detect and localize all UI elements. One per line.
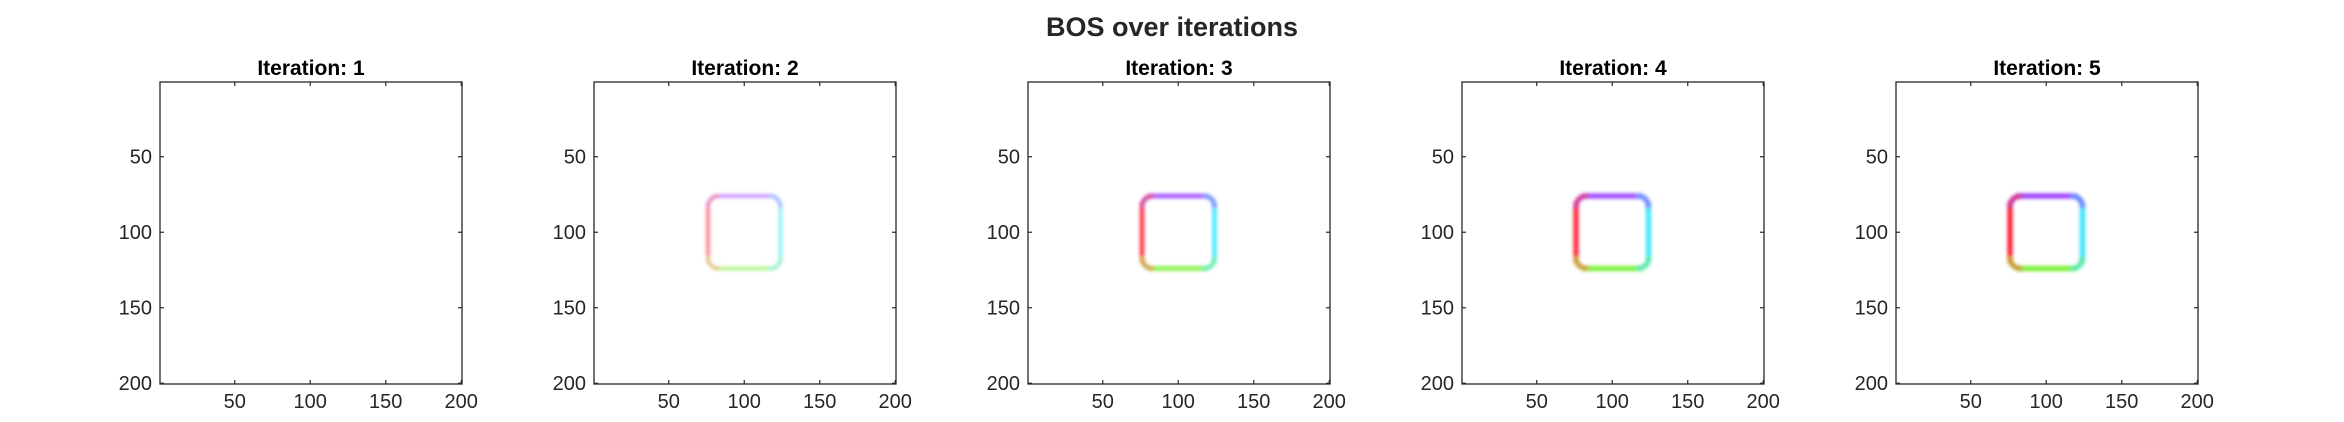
y-tick-label: 150: [553, 298, 586, 320]
y-tick-label: 100: [119, 222, 152, 244]
y-tick-label: 150: [987, 298, 1020, 320]
corner-bottom-left: [1139, 256, 1155, 271]
corner-top-left: [2007, 193, 2023, 209]
figure-title: BOS over iterations: [1046, 12, 1298, 42]
panel-title: Iteration: 1: [257, 57, 365, 80]
x-tick-label: 100: [2030, 391, 2063, 413]
panel-5: Iteration: 5 50 100 150 200 50 100 150 200: [1855, 57, 2214, 413]
y-tick-label: 50: [1866, 147, 1888, 169]
corner-bottom-left: [1573, 256, 1589, 272]
y-tick-label: 50: [1432, 147, 1454, 169]
corner-bottom-right: [2070, 256, 2086, 272]
x-tick-label: 100: [1162, 391, 1195, 413]
x-tick-label: 200: [1747, 391, 1780, 413]
x-tick-label: 150: [1237, 391, 1270, 413]
corner-top-left: [1573, 193, 1589, 209]
x-tick-label: 150: [803, 391, 836, 413]
axes-box: [593, 81, 897, 385]
y-tick-label: 200: [1855, 373, 1888, 395]
x-tick-label: 100: [728, 391, 761, 413]
corner-top-right: [1202, 193, 1217, 209]
corner-bottom-right: [1636, 256, 1652, 272]
y-tick-label: 100: [553, 222, 586, 244]
bos-square: [1573, 193, 1652, 272]
bos-square: [1139, 193, 1217, 271]
x-tick-label: 200: [879, 391, 912, 413]
x-tick-label: 50: [658, 391, 680, 413]
x-tick-label: 50: [1526, 391, 1548, 413]
corner-top-left: [706, 194, 721, 209]
panel-2: Iteration: 2 50 100 150 200 50 100 150 200: [553, 57, 912, 413]
x-tick-label: 200: [445, 391, 478, 413]
x-tick-label: 50: [1092, 391, 1114, 413]
bos-square: [2007, 193, 2086, 272]
corner-top-right: [1636, 193, 1652, 209]
axes-box: [159, 81, 463, 385]
y-tick-label: 50: [564, 147, 586, 169]
y-tick-label: 150: [119, 298, 152, 320]
panel-title: Iteration: 5: [1993, 57, 2101, 80]
y-tick-label: 200: [553, 373, 586, 395]
x-tick-label: 100: [294, 391, 327, 413]
axes-box: [1027, 81, 1331, 385]
panel-title: Iteration: 3: [1125, 57, 1232, 80]
y-tick-label: 100: [987, 222, 1020, 244]
y-tick-label: 100: [1421, 222, 1454, 244]
bos-square: [706, 194, 783, 271]
y-tick-label: 100: [1855, 222, 1888, 244]
corner-bottom-right: [768, 256, 783, 271]
x-tick-label: 150: [1671, 391, 1704, 413]
y-tick-label: 50: [998, 147, 1020, 169]
x-tick-label: 150: [369, 391, 402, 413]
y-tick-label: 150: [1421, 298, 1454, 320]
x-tick-label: 150: [2105, 391, 2138, 413]
axes-box: [1461, 81, 1765, 385]
y-tick-label: 200: [119, 373, 152, 395]
panel-title: Iteration: 4: [1559, 57, 1667, 80]
y-tick-label: 200: [1421, 373, 1454, 395]
y-tick-label: 200: [987, 373, 1020, 395]
panel-1: Iteration: 1 50 100 150 200 50 100 150 200: [119, 57, 478, 413]
panel-4: Iteration: 4 50 100 150 200 50 100 150 200: [1421, 57, 1780, 413]
panel-title: Iteration: 2: [691, 57, 798, 80]
y-tick-label: 50: [130, 147, 152, 169]
x-tick-label: 200: [2181, 391, 2214, 413]
corner-bottom-right: [1202, 256, 1217, 271]
panels: Iteration: 150 100 150 20050100150200Iterat…: [119, 57, 2214, 413]
corner-top-left: [1139, 193, 1155, 209]
x-tick-label: 50: [224, 391, 246, 413]
corner-top-right: [768, 194, 783, 209]
axes-box: [1895, 81, 2199, 385]
x-tick-label: 50: [1960, 391, 1982, 413]
x-tick-label: 100: [1596, 391, 1629, 413]
panel-3: Iteration: 3 50 100 150 200 50 100 150 200: [987, 57, 1346, 413]
x-tick-label: 200: [1313, 391, 1346, 413]
y-tick-label: 150: [1855, 298, 1888, 320]
corner-bottom-left: [706, 256, 721, 271]
corner-top-right: [2070, 193, 2086, 209]
corner-bottom-left: [2007, 256, 2023, 272]
